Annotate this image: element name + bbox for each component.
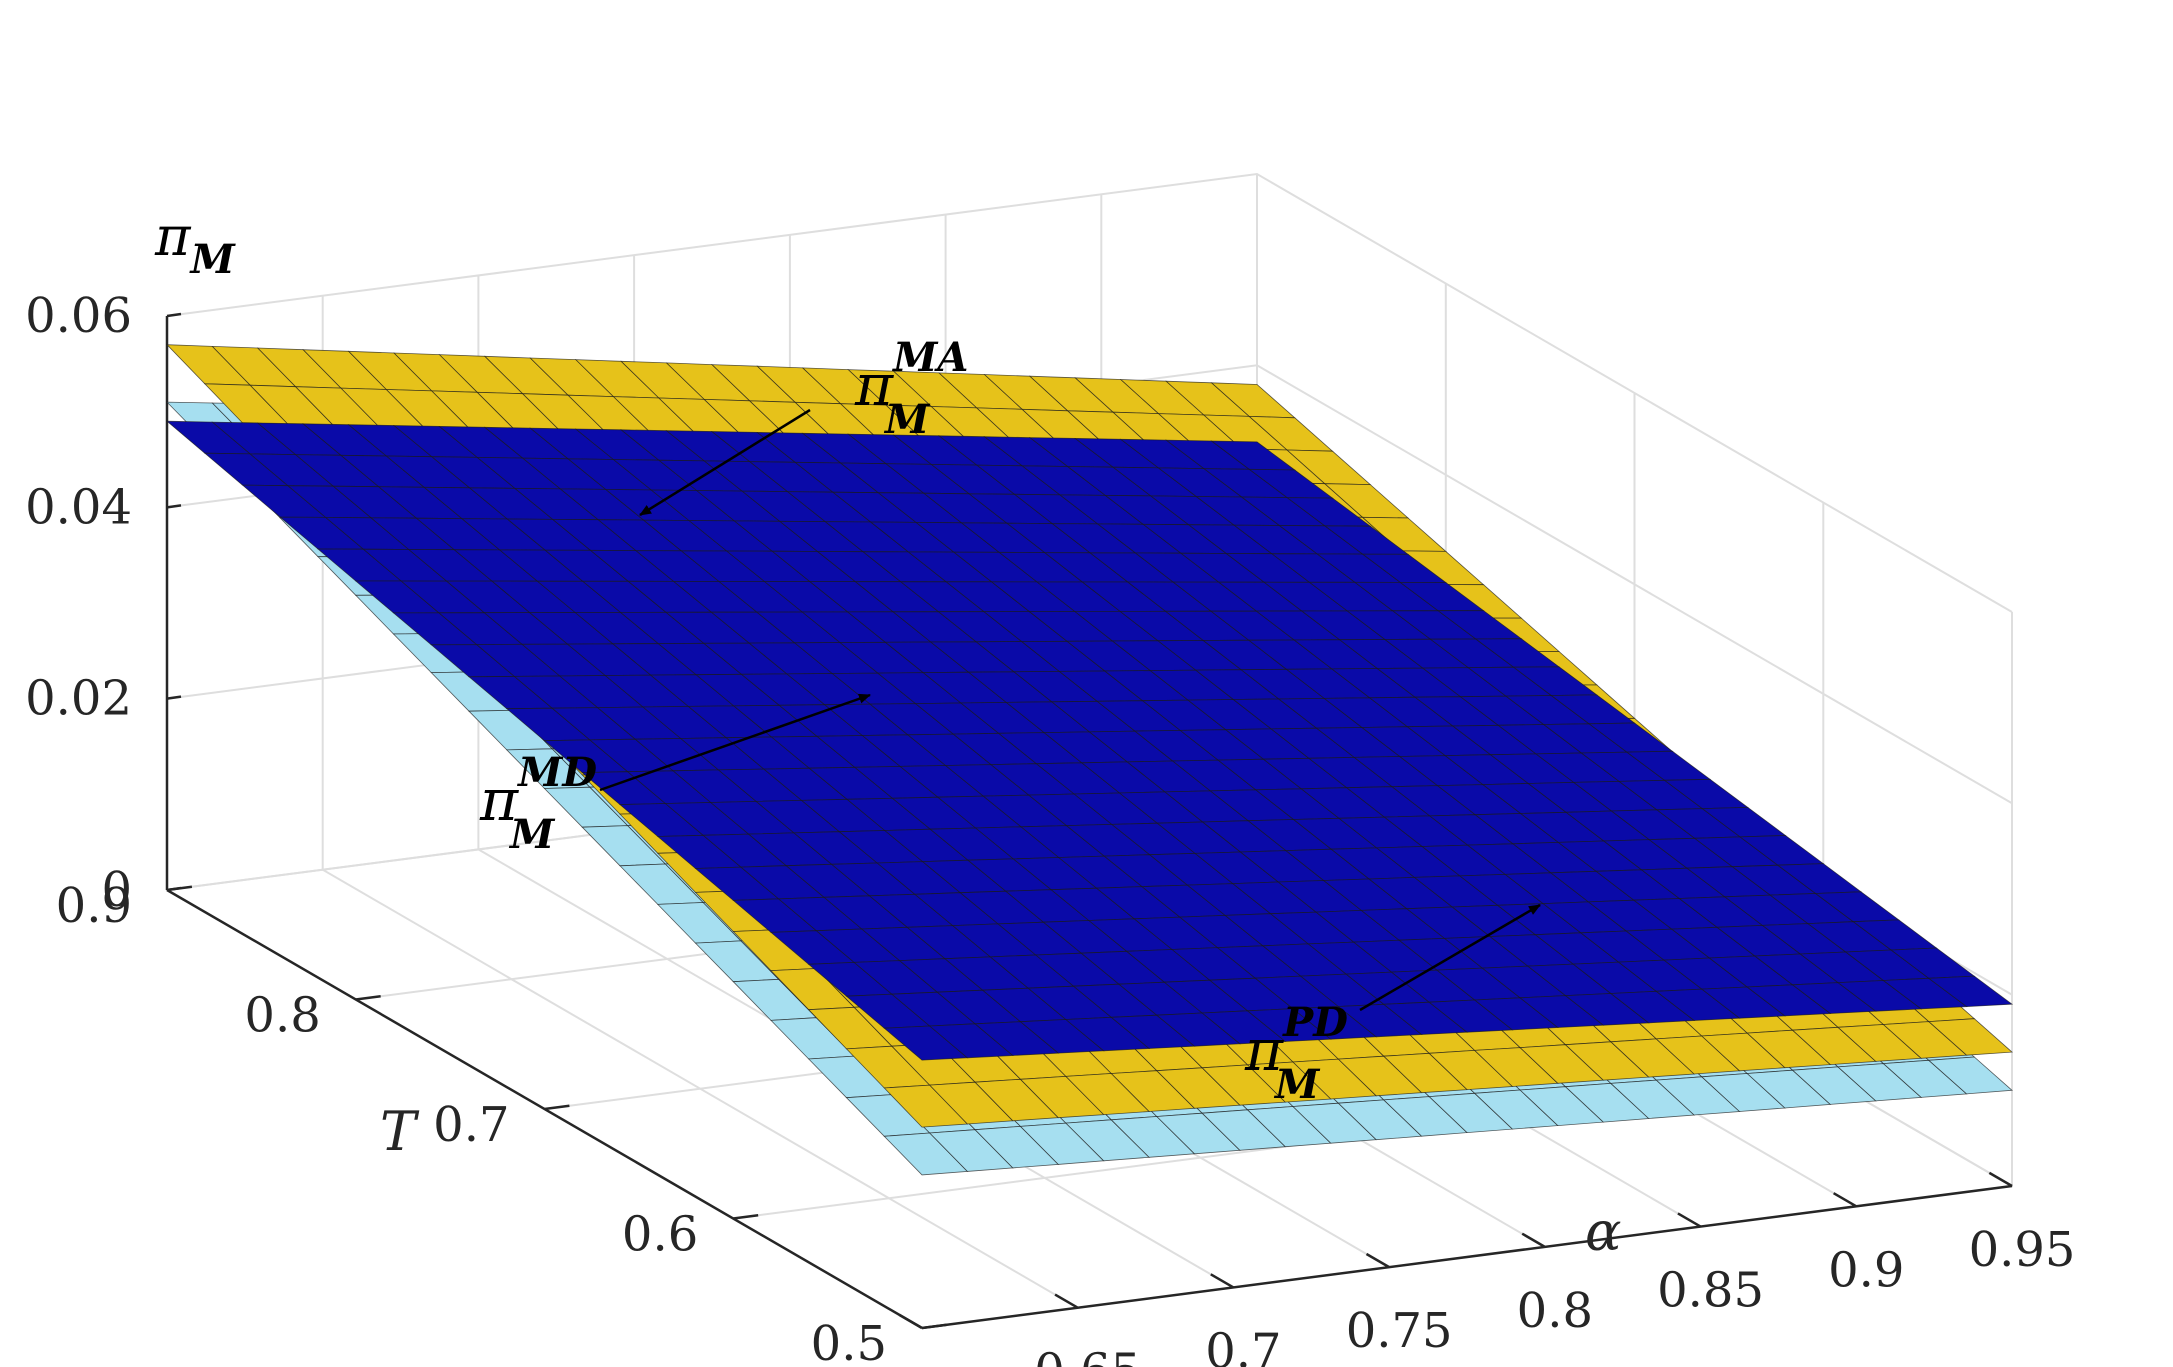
z-tick-label: 0.06 bbox=[25, 288, 132, 344]
z-tick-2 bbox=[166, 504, 182, 509]
z-tick-3 bbox=[166, 312, 182, 318]
x-tick-0 bbox=[898, 1313, 923, 1330]
x-tick-label: 0.75 bbox=[1346, 1303, 1453, 1359]
annotation-label-ma: πMA M bbox=[854, 334, 968, 443]
z-tick-label: 0.02 bbox=[25, 671, 132, 727]
z-tick-label: 0 bbox=[101, 862, 132, 918]
annotation-arrow-pd bbox=[1359, 903, 1541, 1012]
x-axis-line bbox=[921, 1184, 2013, 1330]
x-tick-3 bbox=[1365, 1252, 1390, 1269]
y-tick-label: 0.9 bbox=[56, 878, 132, 934]
x-tick-label: 0.8 bbox=[1517, 1283, 1593, 1339]
y-tick-0 bbox=[921, 1323, 948, 1330]
annotation-label-pd: πPD M bbox=[1244, 999, 1348, 1108]
annotation-symbol: π bbox=[479, 766, 519, 834]
x-tick-label: 0.65 bbox=[1034, 1344, 1141, 1367]
x-tick-label: 0.6 bbox=[894, 1364, 970, 1367]
x-tick-6 bbox=[1833, 1192, 1857, 1208]
y-tick-2 bbox=[544, 1104, 570, 1111]
annotation-arrow-ma bbox=[639, 408, 811, 517]
x-tick-2 bbox=[1210, 1273, 1235, 1289]
surface-cell bbox=[1927, 1018, 2013, 1056]
annotation-subscript: M bbox=[883, 396, 931, 443]
annotation-superscript: MD bbox=[516, 749, 597, 796]
x-tick-label: 0.9 bbox=[1828, 1242, 1904, 1298]
y-tick-label: 0.5 bbox=[811, 1316, 887, 1367]
annotation-symbol: π bbox=[854, 351, 894, 419]
annotation-subscript: M bbox=[508, 811, 556, 858]
surface-cell bbox=[1927, 1056, 2013, 1095]
annotation-subscript: M bbox=[1273, 1061, 1321, 1108]
x-tick-label: 0.85 bbox=[1657, 1263, 1764, 1319]
x-axis-label: α bbox=[1585, 1200, 1621, 1263]
surface-cell bbox=[1927, 975, 2014, 1008]
x-tick-label: 0.7 bbox=[1205, 1323, 1281, 1367]
x-tick-label: 0.95 bbox=[1969, 1222, 2076, 1278]
annotation-label-md: πMD M bbox=[479, 749, 597, 858]
x-tick-1 bbox=[1054, 1293, 1079, 1309]
y-tick-1 bbox=[733, 1214, 759, 1220]
x-tick-7 bbox=[1988, 1171, 2013, 1188]
y-tick-label: 0.8 bbox=[244, 988, 320, 1044]
surfaces bbox=[165, 344, 2014, 1176]
x-tick-4 bbox=[1521, 1232, 1546, 1248]
z-tick-label: 0.04 bbox=[25, 479, 132, 535]
surface-md bbox=[165, 420, 2014, 1061]
z-tick-1 bbox=[166, 695, 182, 700]
y-axis-label: T bbox=[380, 1100, 420, 1163]
z-tick-0 bbox=[166, 886, 182, 892]
annotation-superscript: PD bbox=[1282, 999, 1348, 1046]
y-tick-label: 0.7 bbox=[433, 1097, 509, 1153]
annotation-symbol: π bbox=[1244, 1016, 1284, 1084]
annotation-arrow-md bbox=[599, 693, 871, 792]
y-tick-label: 0.6 bbox=[622, 1207, 698, 1263]
z-axis-label-symbol: π bbox=[154, 205, 192, 268]
axes: 0.6 0.65 0.7 0.75 0.8 0.85 0.9 0.95 0.5 0.6 0.7 0.8… bbox=[25, 288, 2075, 1367]
y-tick-3 bbox=[355, 995, 381, 1001]
z-axis-label: πM bbox=[154, 205, 237, 283]
annotation-superscript: MA bbox=[891, 334, 968, 381]
x-tick-5 bbox=[1677, 1212, 1702, 1228]
z-axis-label-subscript: M bbox=[189, 236, 237, 283]
